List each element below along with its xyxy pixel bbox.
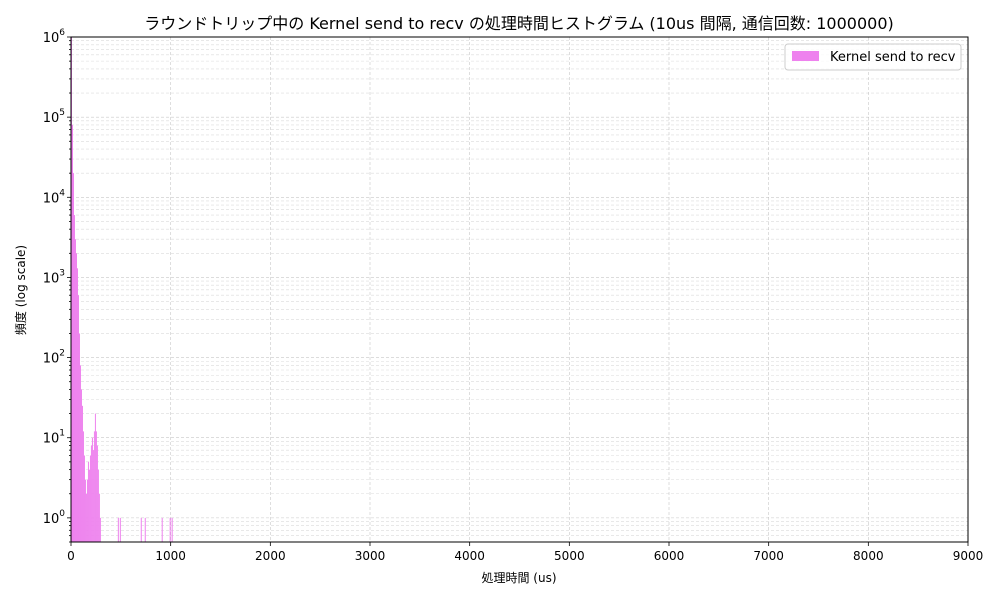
histogram-bar: [99, 517, 101, 542]
histogram-bar: [91, 437, 93, 542]
histogram-bar: [84, 479, 86, 542]
x-tick-label: 6000: [654, 549, 685, 563]
histogram-bar: [171, 517, 173, 542]
y-axis-label: 頻度 (log scale): [13, 245, 28, 335]
histogram-bar: [169, 517, 171, 542]
histogram-bar: [71, 124, 73, 543]
y-tick-label: 100: [43, 509, 66, 527]
histogram-bar: [79, 365, 81, 542]
chart-title: ラウンドトリップ中の Kernel send to recv の処理時間ヒストグ…: [144, 14, 894, 33]
y-tick-label: 105: [43, 108, 65, 126]
legend-box: [784, 43, 962, 71]
histogram-bar: [88, 469, 90, 542]
x-axis-label: 処理時間 (us): [481, 571, 556, 585]
y-tick-label: 104: [43, 188, 66, 206]
histogram-bar: [94, 413, 96, 542]
histogram-bar: [80, 389, 82, 542]
y-tick-label: 101: [43, 429, 65, 447]
histogram-bar: [87, 461, 89, 542]
x-tick-label: 7000: [753, 549, 784, 563]
histogram-bar: [81, 405, 83, 542]
histogram-bar: [85, 493, 87, 542]
x-tick-label: 8000: [853, 549, 884, 563]
legend: Kernel send to recv: [784, 43, 962, 71]
histogram-bar: [78, 333, 80, 542]
histogram-bar: [161, 517, 163, 542]
histogram-bar: [73, 215, 75, 542]
x-tick-label: 4000: [454, 549, 485, 563]
x-axis-ticks: 0 1000 2000 3000 4000 5000 6000 7000 8000 9000: [67, 542, 983, 563]
histogram-bar: [75, 253, 77, 542]
histogram-bar: [76, 268, 78, 542]
x-tick-label: 2000: [255, 549, 286, 563]
histogram-bar: [72, 173, 74, 542]
histogram-bar: [95, 431, 97, 542]
histogram-bar: [96, 445, 98, 542]
y-axis-ticks: 100 101 102 103 104 105 106: [43, 28, 71, 543]
histogram-bar: [93, 431, 95, 542]
histogram-bar: [119, 517, 121, 542]
y-tick-label: 102: [43, 349, 65, 367]
histogram-bar: [89, 455, 91, 542]
x-tick-label: 1000: [155, 549, 186, 563]
histogram-bar: [83, 455, 85, 542]
x-tick-label: 9000: [953, 549, 984, 563]
histogram-bar: [92, 450, 94, 542]
histogram-bar: [144, 517, 146, 542]
histogram-bar: [140, 517, 142, 542]
histogram-bar: [98, 493, 100, 542]
y-tick-label: 106: [43, 28, 66, 46]
histogram-bar: [97, 469, 99, 542]
x-tick-label: 5000: [554, 549, 585, 563]
histogram-bar: [117, 517, 119, 542]
histogram-bar: [77, 295, 79, 542]
histogram-bar: [74, 239, 76, 542]
histogram-bar: [90, 445, 92, 542]
x-tick-label: 0: [67, 549, 75, 563]
x-tick-label: 3000: [355, 549, 386, 563]
legend-swatch: [792, 51, 819, 61]
y-tick-label: 103: [43, 268, 65, 286]
histogram-bar: [82, 431, 84, 542]
legend-label: Kernel send to recv: [830, 50, 956, 65]
histogram-bar: [86, 479, 88, 542]
